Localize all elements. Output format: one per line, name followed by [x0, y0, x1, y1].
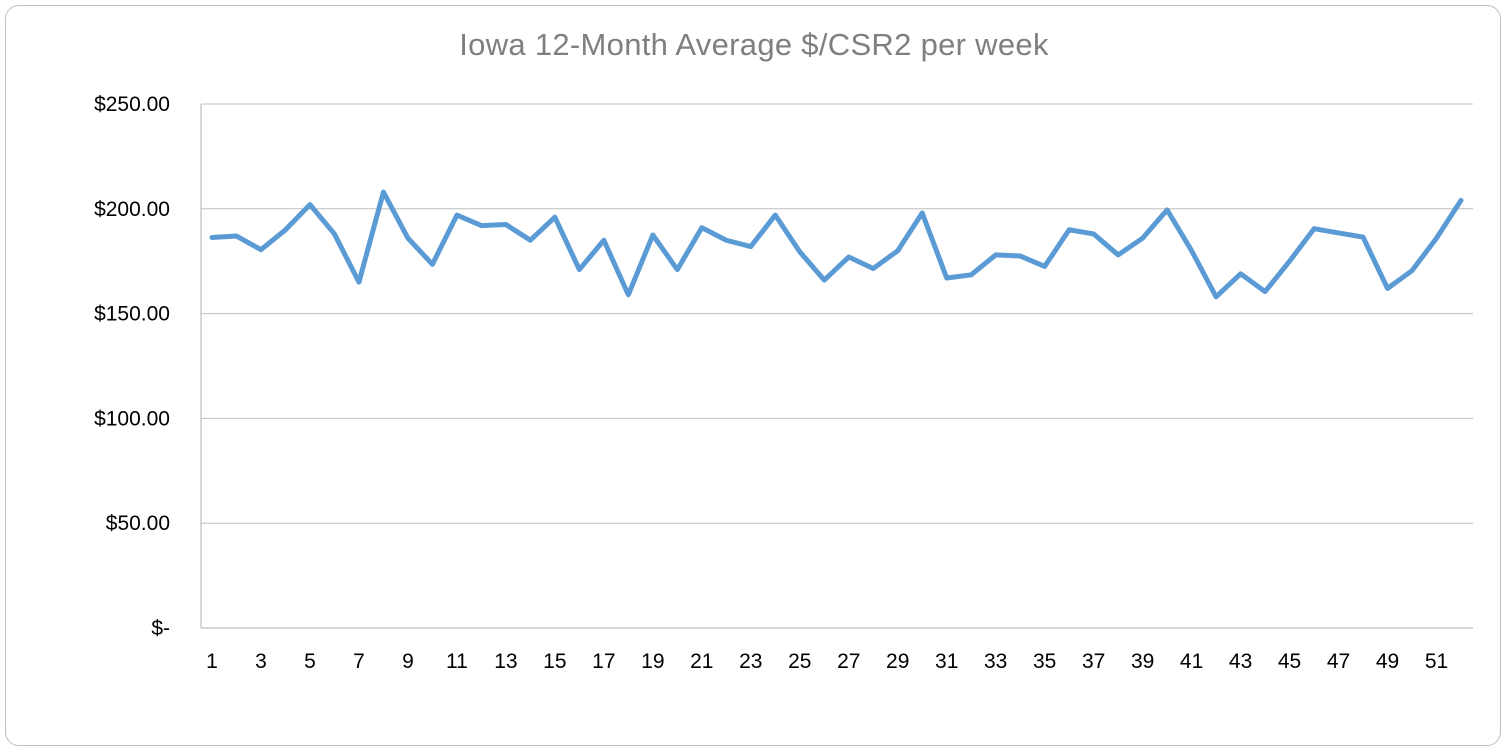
series-layer — [209, 189, 1464, 300]
x-tick-label: 27 — [837, 650, 860, 673]
x-tick-label: 43 — [1229, 650, 1252, 673]
y-tick-label: $250.00 — [94, 93, 170, 116]
x-tick-label: 41 — [1180, 650, 1203, 673]
gridlines — [201, 103, 1473, 524]
x-tick-label: 35 — [1033, 650, 1056, 673]
x-tick-label: 51 — [1425, 650, 1448, 673]
x-tick-label: 11 — [446, 650, 468, 673]
y-tick-label: $50.00 — [106, 512, 170, 535]
chart-title: Iowa 12-Month Average $/CSR2 per week — [459, 27, 1049, 62]
x-tick-label: 29 — [886, 650, 909, 673]
x-tick-label: 5 — [304, 650, 316, 673]
x-tick-label: 15 — [543, 650, 566, 673]
x-tick-label: 7 — [353, 650, 365, 673]
y-tick-label: $200.00 — [94, 198, 170, 221]
x-tick-label: 25 — [788, 650, 811, 673]
y-tick-labels: $- $50.00 $100.00 $150.00 $200.00 $250.00 — [94, 93, 170, 640]
y-tick-label: $150.00 — [94, 303, 170, 326]
x-tick-label: 19 — [641, 650, 664, 673]
axes — [200, 104, 1473, 629]
x-tick-label: 37 — [1082, 650, 1105, 673]
x-tick-label: 13 — [494, 650, 517, 673]
x-tick-label: 9 — [402, 650, 414, 673]
x-tick-label: 39 — [1131, 650, 1154, 673]
x-tick-label: 47 — [1327, 650, 1350, 673]
x-tick-label: 45 — [1278, 650, 1301, 673]
series-line — [209, 189, 1464, 300]
x-tick-label: 3 — [255, 650, 267, 673]
y-tick-label: $100.00 — [94, 407, 170, 430]
x-tick-label: 49 — [1376, 650, 1399, 673]
x-tick-label: 31 — [935, 650, 958, 673]
x-tick-label: 1 — [206, 650, 218, 673]
chart-frame — [5, 5, 1501, 746]
y-tick-label: $- — [151, 617, 170, 640]
x-tick-labels: 1 3 5 7 9 11 13 15 17 19 21 23 25 27 29 31 33 35 37 39 41 43 4… — [206, 650, 1448, 673]
x-tick-label: 21 — [690, 650, 713, 673]
x-tick-label: 23 — [739, 650, 762, 673]
x-tick-label: 17 — [592, 650, 615, 673]
x-tick-label: 33 — [984, 650, 1007, 673]
